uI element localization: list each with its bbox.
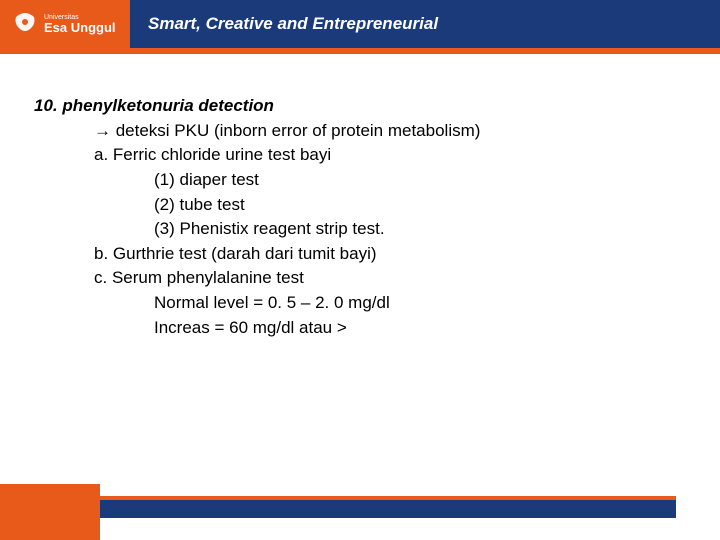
- slide-footer: [0, 484, 720, 540]
- slide-header: Universitas Esa Unggul Smart, Creative a…: [0, 0, 720, 48]
- content-line: (1) diaper test: [34, 168, 686, 193]
- content-line: (2) tube test: [34, 193, 686, 218]
- slide-content: 10. phenylketonuria detection → deteksi …: [0, 54, 720, 340]
- tagline: Smart, Creative and Entrepreneurial: [130, 0, 720, 48]
- content-line: c. Serum phenylalanine test: [34, 266, 686, 291]
- content-line: b. Gurthrie test (darah dari tumit bayi): [34, 242, 686, 267]
- footer-bar: [100, 496, 676, 518]
- content-line: Normal level = 0. 5 – 2. 0 mg/dl: [34, 291, 686, 316]
- content-line: → deteksi PKU (inborn error of protein m…: [34, 119, 686, 144]
- footer-accent-left: [0, 484, 100, 540]
- logo-text-bottom: Esa Unggul: [44, 21, 116, 34]
- content-line: a. Ferric chloride urine test bayi: [34, 143, 686, 168]
- logo-icon: [12, 11, 38, 37]
- logo-block: Universitas Esa Unggul: [0, 0, 130, 48]
- content-line: (3) Phenistix reagent strip test.: [34, 217, 686, 242]
- content-title: 10. phenylketonuria detection: [34, 94, 686, 119]
- content-line: Increas = 60 mg/dl atau >: [34, 316, 686, 341]
